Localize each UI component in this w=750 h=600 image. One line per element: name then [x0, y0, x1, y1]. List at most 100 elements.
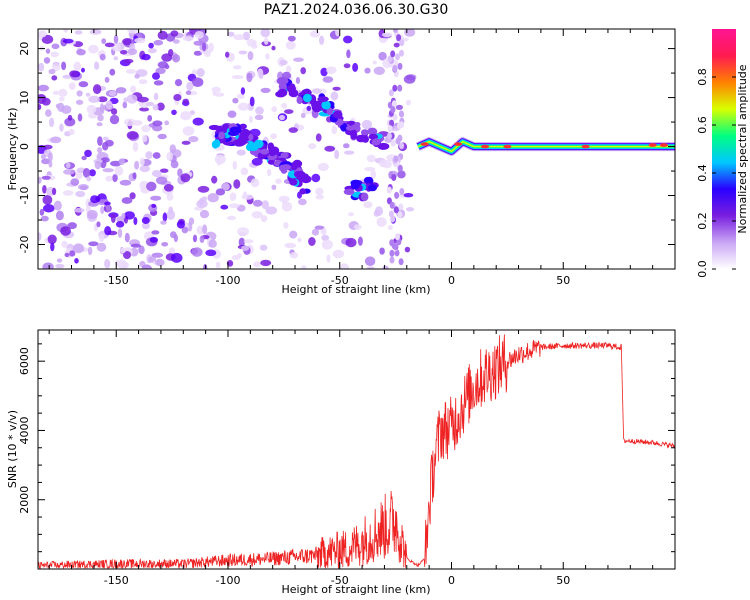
noise-blob [181, 226, 189, 234]
noise-blob [259, 244, 268, 251]
signal-blob [377, 142, 390, 150]
signal-blob [350, 182, 360, 190]
noise-blob [77, 113, 83, 122]
noise-blob [170, 252, 183, 263]
noise-blob [166, 151, 173, 161]
noise-blob [75, 99, 84, 105]
noise-blob [102, 168, 114, 173]
carrier-peak [503, 144, 512, 149]
noise-blob [364, 256, 376, 267]
noise-blob [204, 51, 211, 57]
signal-blob [367, 184, 378, 192]
noise-blob [247, 51, 254, 61]
noise-blob [279, 59, 288, 66]
noise-blob [117, 228, 123, 238]
carrier-peak [659, 143, 668, 147]
signal-blob [218, 131, 226, 140]
noise-blob [174, 79, 183, 87]
noise-blob [97, 96, 108, 103]
noise-blob [265, 53, 270, 60]
noise-blob [393, 206, 399, 214]
noise-blob [389, 119, 395, 127]
noise-blob [253, 261, 261, 268]
noise-blob [293, 57, 304, 62]
noise-blob [104, 226, 112, 236]
noise-blob [152, 120, 163, 127]
noise-blob [141, 264, 153, 269]
noise-blob [211, 86, 221, 93]
noise-blob [191, 247, 203, 257]
noise-blob [240, 167, 249, 176]
noise-blob [392, 65, 398, 72]
noise-blob [124, 118, 136, 127]
noise-blob [394, 191, 400, 199]
noise-blob [95, 196, 101, 202]
noise-blob [155, 176, 168, 185]
noise-blob [139, 165, 150, 173]
noise-blob [357, 236, 363, 246]
noise-blob [69, 70, 79, 78]
noise-blob [73, 208, 85, 213]
noise-blob [185, 90, 192, 95]
noise-blob [104, 42, 115, 48]
noise-blob [99, 103, 104, 113]
noise-blob [161, 242, 169, 247]
noise-blob [332, 86, 341, 91]
noise-blob [148, 42, 154, 49]
noise-blob [92, 84, 102, 95]
noise-blob [141, 125, 151, 133]
noise-blob [56, 258, 63, 263]
noise-blob [170, 30, 179, 37]
snr-clipped [38, 334, 675, 569]
noise-blob [121, 213, 126, 220]
noise-blob [321, 239, 333, 250]
noise-blob [260, 215, 268, 223]
colorbar-tick-label: 0.8 [696, 68, 709, 86]
noise-blob [279, 114, 285, 121]
noise-blob [202, 42, 207, 52]
noise-blob [321, 234, 330, 241]
noise-blob [89, 169, 96, 177]
noise-blob [75, 171, 83, 180]
noise-blob [393, 29, 398, 33]
noise-blob [240, 87, 246, 95]
noise-blob [74, 30, 83, 35]
noise-blob [180, 173, 191, 183]
noise-blob [243, 239, 254, 244]
signal-blob [238, 133, 249, 139]
noise-blob [139, 157, 145, 166]
y-tick-label: -10 [18, 187, 31, 205]
noise-blob [42, 185, 47, 194]
noise-blob [94, 61, 100, 70]
noise-blob [390, 50, 396, 58]
noise-blob [42, 262, 54, 269]
noise-blob [109, 114, 120, 125]
noise-blob [59, 123, 64, 132]
colorbar-tick-label: 0.2 [696, 212, 709, 230]
noise-blob [284, 109, 294, 114]
noise-blob [270, 133, 277, 140]
noise-blob [105, 204, 111, 213]
noise-blob [216, 157, 222, 166]
noise-blob [124, 211, 135, 220]
noise-blob [405, 99, 411, 106]
noise-blob [389, 256, 395, 264]
noise-blob [101, 38, 107, 44]
noise-blob [153, 80, 164, 86]
noise-blob [41, 34, 54, 45]
noise-blob [147, 115, 153, 122]
noise-blob [88, 241, 99, 247]
noise-blob [260, 259, 272, 267]
noise-blob [120, 247, 126, 253]
noise-blob [233, 179, 241, 189]
signal-blob [269, 146, 280, 155]
noise-blob [320, 67, 328, 77]
signal-blob [280, 152, 289, 159]
noise-blob [120, 50, 128, 55]
noise-blob [393, 155, 399, 163]
noise-blob [38, 62, 45, 72]
noise-blob [70, 178, 80, 186]
noise-blob [111, 108, 118, 115]
x-tick-label: -50 [331, 274, 349, 287]
noise-blob [250, 178, 260, 188]
